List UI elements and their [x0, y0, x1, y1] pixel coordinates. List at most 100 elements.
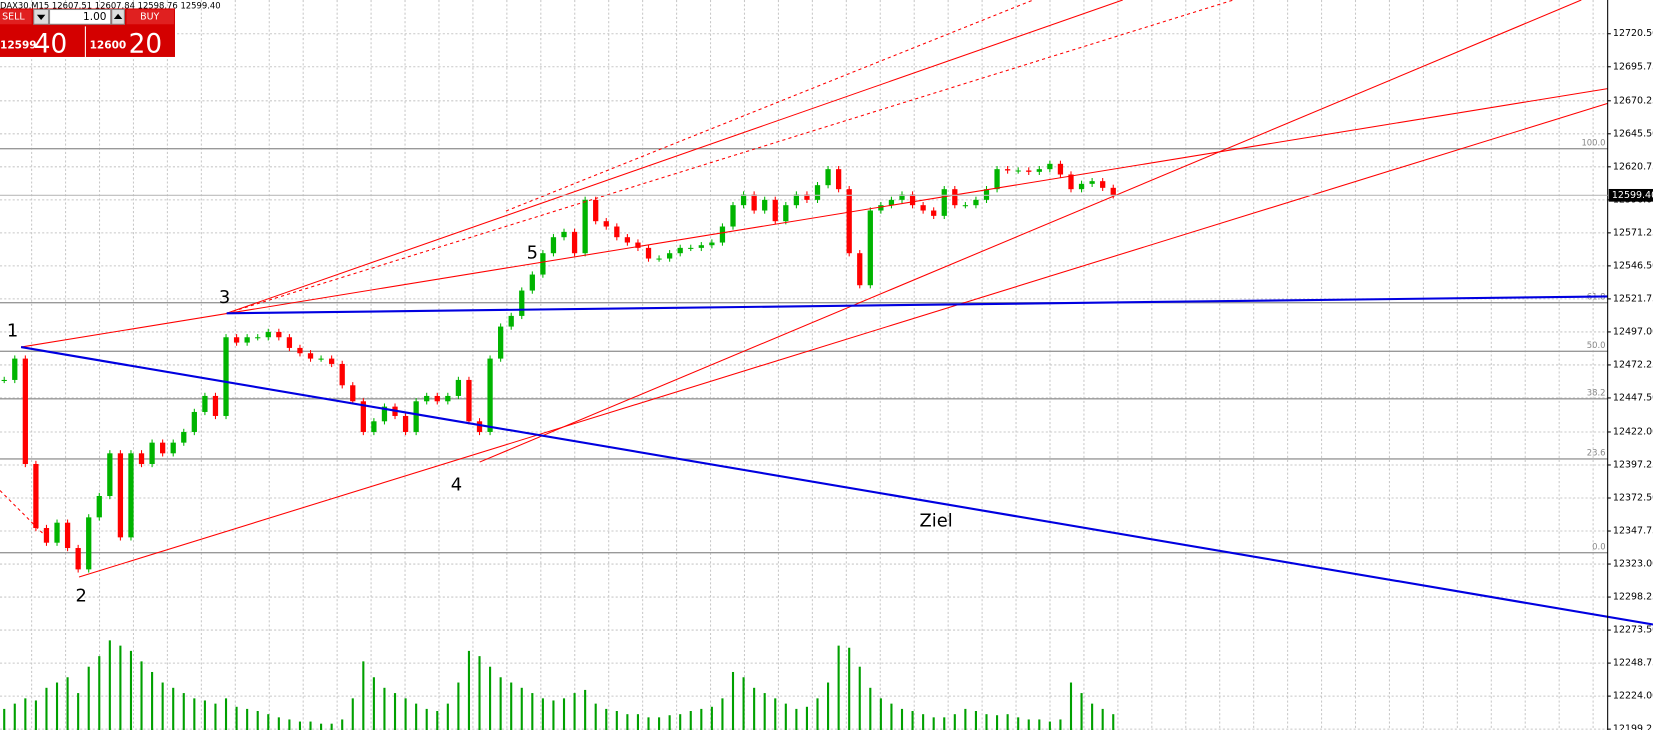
y-tick-label: 12695.75 [1613, 61, 1653, 72]
y-tick-label: 12521.75 [1613, 293, 1653, 304]
lot-input[interactable] [49, 8, 112, 25]
candle [804, 194, 810, 200]
candle [33, 463, 39, 529]
candle [571, 231, 578, 254]
candle [202, 395, 208, 412]
buy-pips: 20 [129, 30, 163, 60]
y-tick-label: 12472.25 [1613, 359, 1653, 370]
fibo-label: 100.0 [1581, 138, 1605, 148]
candle [857, 253, 863, 286]
candle [624, 237, 631, 243]
y-tick-label: 12497.00 [1613, 326, 1653, 337]
trade-panel: SELL 1.00 BUY 12599 40 12600 20 [0, 8, 175, 60]
candle [191, 411, 197, 432]
candle [529, 274, 535, 291]
blue-lines [20, 295, 1653, 626]
candle [244, 337, 250, 343]
buy-price: 12600 [90, 40, 127, 52]
candle [814, 185, 821, 200]
sell-button[interactable] [0, 9, 32, 25]
candles [1, 160, 1116, 573]
trendline [20, 88, 1608, 348]
candle [1, 379, 7, 381]
candle [233, 337, 240, 343]
wave-label: 3 [219, 287, 230, 308]
y-tick-label: 12372.50 [1613, 493, 1653, 504]
arrow [113, 13, 123, 19]
candle [149, 442, 155, 464]
candle [614, 226, 620, 238]
candle [1089, 181, 1095, 184]
candle [867, 210, 873, 286]
candle [730, 205, 736, 227]
y-tick-label: 12323.00 [1613, 559, 1653, 570]
buy-label: BUY [140, 11, 159, 22]
grid [0, 0, 1608, 730]
buy-button[interactable] [126, 9, 174, 25]
candle [54, 522, 60, 543]
candle [740, 194, 747, 206]
fibo-label: 23.6 [1587, 448, 1606, 458]
wave-label: 5 [527, 242, 538, 263]
candle [170, 442, 176, 454]
candle [909, 194, 916, 206]
candle [498, 326, 504, 359]
y-tick-label: 12720.50 [1613, 28, 1653, 39]
candle [635, 242, 641, 248]
candle [962, 205, 969, 207]
candle [181, 431, 187, 443]
candle [339, 363, 345, 386]
candle [508, 315, 514, 327]
candle [1047, 163, 1053, 170]
candle [307, 353, 314, 359]
candle [381, 406, 388, 422]
candle [846, 189, 852, 254]
candle [360, 401, 366, 432]
candle [265, 331, 271, 338]
candle [371, 421, 377, 432]
wave-label: 4 [451, 475, 462, 496]
candle [973, 199, 979, 206]
y-tick-label: 12397.25 [1613, 459, 1653, 470]
fibo-label: 0.0 [1592, 542, 1605, 552]
candle [762, 199, 768, 211]
y-tick-label: 12571.25 [1613, 227, 1653, 238]
candle [825, 169, 831, 186]
candle [983, 189, 990, 200]
trendline [226, 0, 1123, 314]
fibo: 100.061.850.038.223.60.0 [0, 138, 1608, 554]
candle [286, 337, 293, 348]
sell-pips: 40 [34, 30, 68, 60]
y-tick-label: 12546.50 [1613, 260, 1653, 271]
candle [751, 194, 757, 211]
candle [487, 358, 493, 432]
wave-label: 2 [75, 585, 86, 606]
candle [64, 522, 71, 549]
candle [793, 194, 800, 206]
candle [138, 453, 145, 464]
candle [22, 358, 28, 464]
y-tick-label: 12273.50 [1613, 625, 1653, 636]
trendline [226, 295, 1608, 315]
volume [3, 640, 1115, 730]
candle [603, 221, 609, 227]
y-tick-label: 12298.25 [1613, 592, 1653, 603]
candle [540, 253, 546, 275]
candle [86, 517, 92, 570]
candle [931, 210, 937, 216]
candle [402, 415, 409, 432]
candle [994, 169, 1000, 190]
candle [12, 358, 18, 380]
candle [107, 453, 113, 497]
candle [318, 358, 324, 360]
candle [1026, 170, 1032, 172]
candle [223, 337, 229, 416]
candle [1068, 174, 1074, 190]
candle [96, 496, 102, 518]
candle [276, 331, 282, 338]
candle [1015, 170, 1021, 172]
trendline [479, 0, 1582, 463]
candle [128, 453, 134, 538]
